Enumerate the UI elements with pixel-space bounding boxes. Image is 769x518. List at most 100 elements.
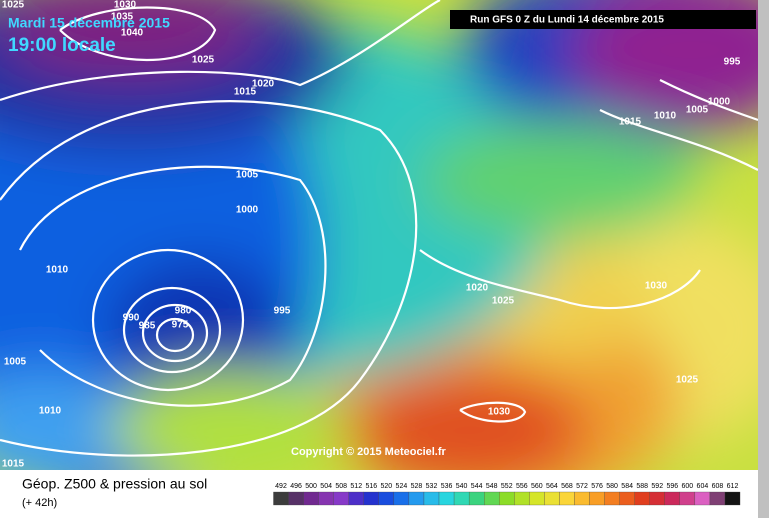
isobar-label: 1025 (192, 55, 215, 66)
legend-label: 584 (621, 483, 633, 490)
legend-label: 576 (591, 483, 603, 490)
legend-swatch (679, 491, 696, 506)
isobar-label: 995 (724, 57, 741, 68)
legend-swatch (619, 491, 635, 506)
isobar-label: 1025 (676, 375, 699, 386)
legend-swatch (574, 491, 590, 506)
legend-swatch (529, 491, 545, 506)
legend-label: 600 (682, 483, 694, 490)
legend-label: 568 (561, 483, 573, 490)
isobar-label: 1025 (492, 296, 515, 307)
isobar-label: 1030 (488, 407, 511, 418)
legend-label: 592 (651, 483, 663, 490)
legend-label: 508 (335, 483, 347, 490)
isobar-label: 980 (175, 306, 192, 317)
run-info: Run GFS 0 Z du Lundi 14 décembre 2015 (470, 15, 664, 26)
legend-swatch (303, 491, 319, 506)
legend-label: 500 (305, 483, 317, 490)
legend-swatch (378, 491, 395, 506)
legend-label: 512 (350, 483, 362, 490)
isobar-label: 1005 (686, 105, 709, 116)
legend-label: 564 (546, 483, 558, 490)
legend-swatch (484, 491, 500, 506)
legend-swatch (589, 491, 605, 506)
legend-label: 580 (606, 483, 618, 490)
isobar-label: 1020 (252, 79, 275, 90)
legend-label: 604 (697, 483, 709, 490)
run-box (450, 10, 756, 29)
legend-label: 544 (471, 483, 483, 490)
isobar-label: 1010 (39, 406, 62, 417)
footer-title: Géop. Z500 & pression au sol (22, 476, 207, 492)
legend-label: 596 (666, 483, 678, 490)
legend-swatch (604, 491, 620, 506)
footer-lead: (+ 42h) (22, 497, 57, 509)
legend-swatch (514, 491, 530, 506)
legend-swatch (559, 491, 575, 506)
isobar-label: 1000 (708, 97, 731, 108)
legend-swatch (709, 491, 726, 506)
legend-swatch (348, 491, 364, 506)
isobar-label: 1025 (2, 0, 25, 11)
legend-label: 524 (396, 483, 408, 490)
legend-swatch (438, 491, 455, 506)
legend-swatch (273, 491, 289, 506)
time: 19:00 locale (8, 35, 116, 56)
legend-swatch (288, 491, 304, 506)
legend-swatch (453, 491, 470, 506)
legend-swatch (499, 491, 515, 506)
isobar-label: 1010 (654, 111, 677, 122)
isobar-label: 985 (139, 321, 156, 332)
isobar-label: 1005 (236, 170, 259, 181)
legend-label: 496 (290, 483, 302, 490)
isobar-label: 1030 (114, 0, 137, 11)
isobar-label: 1030 (645, 281, 668, 292)
isobar-label: 1010 (46, 265, 69, 276)
right-border (758, 0, 769, 518)
isobar-label: 990 (123, 313, 140, 324)
isobar-label: 1020 (466, 283, 489, 294)
isobar-label: 1035 (111, 12, 134, 23)
legend-label: 536 (441, 483, 453, 490)
legend-label: 540 (456, 483, 468, 490)
legend-swatch (333, 491, 349, 506)
legend-swatch (423, 491, 440, 506)
legend-swatch (544, 491, 560, 506)
isobar-label: 1040 (121, 28, 144, 39)
isobar-label: 1005 (4, 357, 27, 368)
date: Mardi 15 décembre 2015 (8, 15, 170, 31)
legend-label: 532 (426, 483, 438, 490)
legend-label: 492 (275, 483, 287, 490)
legend: 492 496 500 504 508 512 516 520 524 528 532 536 540 5… (273, 483, 741, 506)
legend-swatch (363, 491, 379, 506)
legend-label: 612 (727, 483, 739, 490)
legend-swatch (634, 491, 650, 506)
legend-swatch (318, 491, 334, 506)
legend-label: 516 (365, 483, 377, 490)
isobar-label: 1015 (2, 459, 25, 470)
isobar-label: 1015 (234, 87, 257, 98)
legend-swatch (468, 491, 485, 506)
legend-swatch (408, 491, 425, 506)
legend-label: 556 (516, 483, 528, 490)
legend-swatch (664, 491, 680, 506)
copyright: Copyright © 2015 Meteociel.fr (291, 446, 447, 458)
legend-label: 528 (411, 483, 423, 490)
isobar-label: 995 (274, 306, 291, 317)
isobar-label: 1000 (236, 205, 259, 216)
legend-swatch (393, 491, 410, 506)
legend-label: 520 (381, 483, 393, 490)
legend-label: 548 (486, 483, 498, 490)
legend-label: 552 (501, 483, 513, 490)
isobars (0, 0, 758, 457)
legend-label: 608 (712, 483, 724, 490)
legend-label: 572 (576, 483, 588, 490)
legend-label: 504 (320, 483, 332, 490)
legend-swatch (694, 491, 711, 506)
legend-swatch (649, 491, 665, 506)
legend-label: 560 (531, 483, 543, 490)
isobar-label: 975 (172, 320, 189, 331)
isobar-label: 1015 (619, 117, 642, 128)
